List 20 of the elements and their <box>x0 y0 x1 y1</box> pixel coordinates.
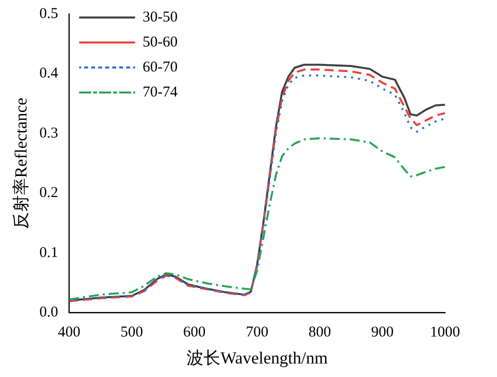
y-tick-label: 0.3 <box>39 125 58 142</box>
y-tick-label: 0.1 <box>39 244 58 261</box>
legend-label: 50-60 <box>142 34 178 50</box>
y-tick-label: 0.0 <box>39 304 58 321</box>
legend-label: 70-74 <box>142 84 178 100</box>
legend-label: 30-50 <box>142 9 178 26</box>
line-series <box>69 137 445 300</box>
x-tick-label: 900 <box>371 324 394 341</box>
x-tick-label: 600 <box>183 324 206 341</box>
y-tick-label: 0.4 <box>39 66 59 82</box>
y-axis-title: 反射率Reflectance <box>12 98 31 229</box>
x-tick-label: 1000 <box>430 324 460 341</box>
y-tick-label: 0.2 <box>39 185 58 202</box>
x-axis-title: 波长Wavelength/nm <box>186 348 328 368</box>
x-tick-label: 700 <box>246 324 268 341</box>
y-tick-label: 0.5 <box>39 6 58 22</box>
legend-label: 60-70 <box>142 59 178 76</box>
x-tick-label: 400 <box>58 324 80 341</box>
x-tick-label: 500 <box>120 324 144 341</box>
x-tick-label: 800 <box>308 324 331 341</box>
